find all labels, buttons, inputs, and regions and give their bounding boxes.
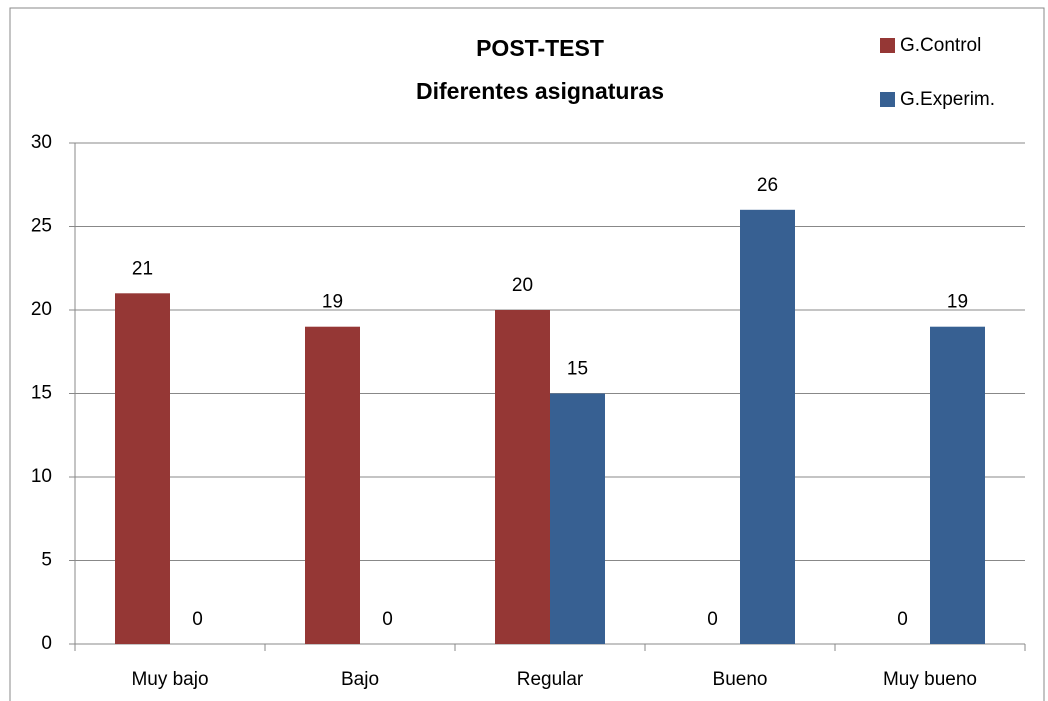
data-label: 15 — [567, 359, 588, 380]
legend-swatch — [880, 38, 895, 53]
chart-title: POST-TEST — [476, 35, 604, 61]
x-tick-label: Regular — [517, 669, 584, 690]
bar — [495, 310, 550, 644]
bar — [305, 326, 360, 644]
legend-label: G.Experim. — [900, 89, 995, 110]
bar — [115, 293, 170, 644]
y-tick-label: 0 — [41, 633, 52, 654]
legend-swatch — [880, 92, 895, 107]
data-label: 19 — [322, 292, 343, 313]
x-tick-label: Muy bueno — [883, 669, 977, 690]
bar — [740, 209, 795, 645]
y-tick-label: 15 — [31, 383, 52, 404]
legend-label: G.Control — [900, 35, 981, 56]
data-label: 0 — [897, 609, 908, 630]
x-tick-label: Bajo — [341, 669, 379, 690]
x-tick-label: Bueno — [713, 669, 768, 690]
y-tick-label: 20 — [31, 299, 52, 320]
data-label: 0 — [382, 609, 393, 630]
data-label: 21 — [132, 258, 153, 279]
data-label: 0 — [192, 609, 203, 630]
data-label: 20 — [512, 275, 533, 296]
x-tick-label: Muy bajo — [131, 669, 208, 690]
y-tick-label: 25 — [31, 216, 52, 237]
y-tick-label: 30 — [31, 132, 52, 153]
data-label: 26 — [757, 175, 778, 196]
bar — [930, 326, 985, 644]
y-tick-label: 5 — [41, 550, 52, 571]
data-label: 0 — [707, 609, 718, 630]
bar — [550, 393, 605, 644]
chart-subtitle: Diferentes asignaturas — [416, 78, 664, 104]
data-label: 19 — [947, 292, 968, 313]
y-tick-label: 10 — [31, 466, 52, 487]
